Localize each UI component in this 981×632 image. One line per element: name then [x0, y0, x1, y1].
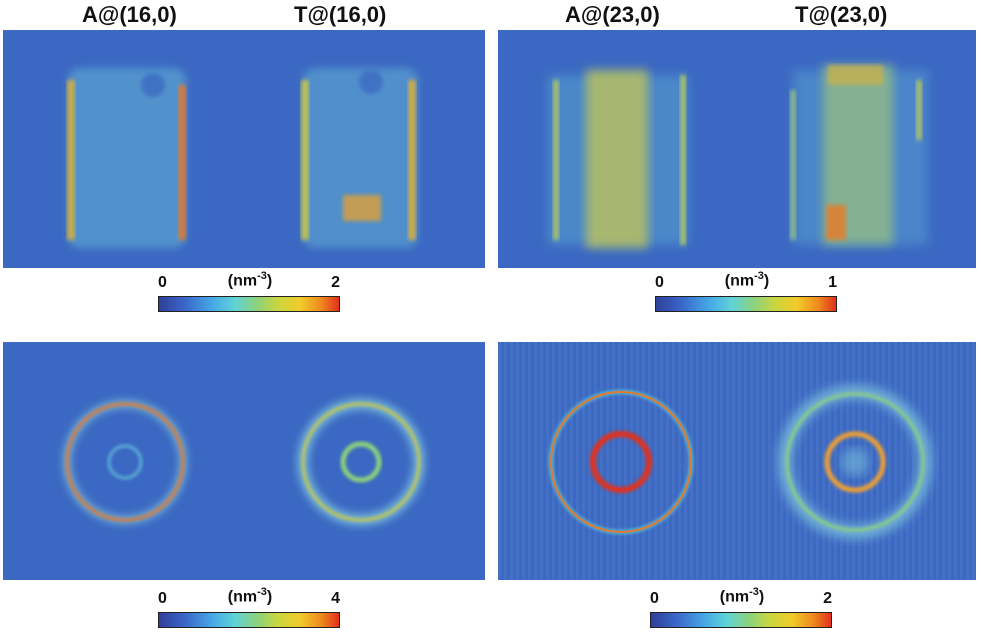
- colorbar-unit: (nm-3): [719, 586, 765, 606]
- colorbar-unit: (nm-3): [227, 586, 273, 606]
- label-t16: T@(16,0): [294, 2, 387, 27]
- density-map-side-16: [3, 30, 485, 268]
- colorbar-max: 4: [331, 590, 340, 607]
- colorbar-max: 1: [828, 274, 837, 291]
- colorbar-top-16: 0 (nm-3) 4: [158, 586, 340, 632]
- colorbar-gradient: [650, 612, 832, 628]
- colorbar-min: 0: [158, 274, 167, 291]
- colorbar-gradient: [158, 296, 340, 312]
- colorbar-max: 2: [331, 274, 340, 291]
- colorbar-top-23: 0 (nm-3) 2: [650, 586, 832, 632]
- label-a23: A@(23,0): [565, 2, 660, 27]
- colorbar-gradient: [158, 612, 340, 628]
- colorbar-side-16: 0 (nm-3) 2: [158, 270, 340, 316]
- colorbar-min: 0: [650, 590, 659, 607]
- colorbar-gradient: [655, 296, 837, 312]
- label-t23: T@(23,0): [795, 2, 888, 27]
- density-map-top-23: [498, 342, 976, 580]
- colorbar-unit: (nm-3): [227, 270, 273, 290]
- colorbar-min: 0: [655, 274, 664, 291]
- label-a16: A@(16,0): [82, 2, 177, 27]
- density-map-top-16: [3, 342, 485, 580]
- colorbar-min: 0: [158, 590, 167, 607]
- colorbar-unit: (nm-3): [724, 270, 770, 290]
- colorbar-side-23: 0 (nm-3) 1: [655, 270, 837, 316]
- colorbar-max: 2: [823, 590, 832, 607]
- density-map-side-23: [498, 30, 976, 268]
